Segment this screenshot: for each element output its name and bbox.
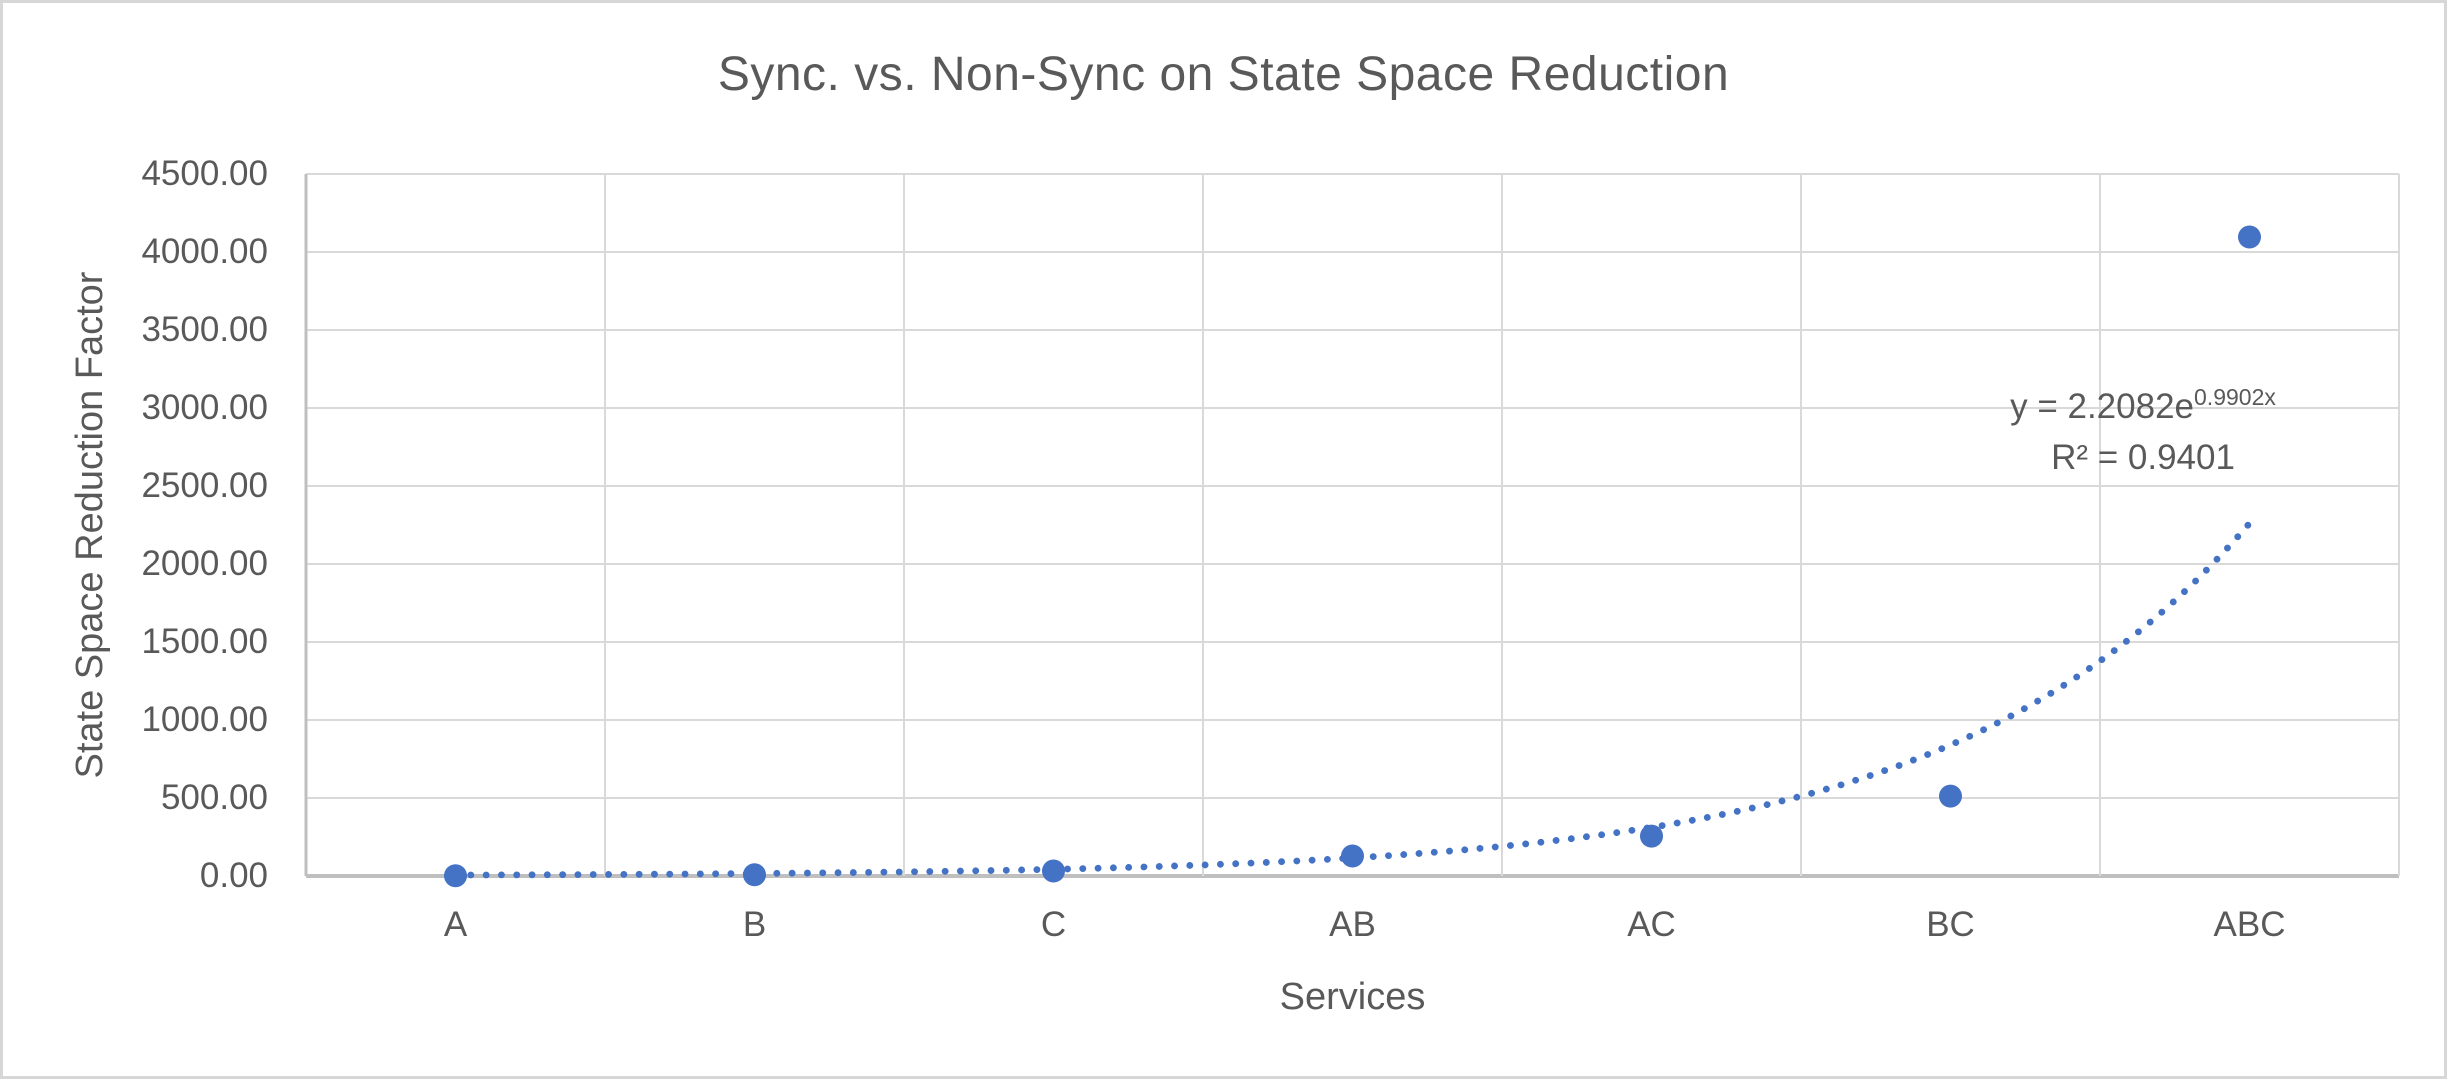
y-tick-label: 3000.00: [141, 388, 268, 427]
chart-title: Sync. vs. Non-Sync on State Space Reduct…: [717, 48, 1730, 101]
equation-exponent: 0.9902x: [2194, 384, 2276, 411]
data-point-C: [1042, 859, 1065, 883]
data-point-ABC: [2238, 225, 2261, 249]
x-tick-label: ABC: [2213, 905, 2286, 944]
data-point-B: [743, 863, 766, 887]
trendline-equation: y = 2.2082e0.9902x R² = 0.9401: [1793, 381, 2447, 483]
y-tick-label: 3500.00: [141, 310, 268, 349]
y-tick-label: 2000.00: [141, 544, 268, 583]
y-tick-label: 1000.00: [141, 700, 268, 739]
trendline-equation-line: y = 2.2082e0.9902x: [1793, 381, 2447, 432]
y-tick-label: 1500.00: [141, 622, 268, 661]
y-tick-label: 4500.00: [141, 154, 268, 193]
y-tick-label: 4000.00: [141, 232, 268, 271]
x-tick-label: B: [742, 905, 767, 944]
x-tick-label: A: [443, 905, 468, 944]
data-point-AB: [1341, 844, 1364, 868]
trendline-dotted: [452, 519, 2253, 879]
x-tick-label: AB: [1329, 905, 1376, 944]
trendline-r-squared: R² = 0.9401: [2051, 438, 2235, 477]
x-axis-title: Services: [1279, 976, 1426, 1018]
x-tick-label: AC: [1627, 905, 1676, 944]
plot-area: [304, 173, 2400, 888]
data-point-AC: [1640, 824, 1663, 848]
y-axis-title: State Space Reduction Factor: [69, 271, 111, 779]
y-tick-label: 500.00: [160, 778, 268, 817]
data-point-A: [444, 864, 467, 888]
x-tick-label: BC: [1926, 905, 1975, 944]
data-point-BC: [1939, 784, 1962, 808]
y-tick-label: 0.00: [199, 856, 268, 895]
equation-base: y = 2.2082e: [2010, 387, 2195, 426]
y-tick-label: 2500.00: [141, 466, 268, 505]
x-tick-label: C: [1040, 905, 1067, 944]
